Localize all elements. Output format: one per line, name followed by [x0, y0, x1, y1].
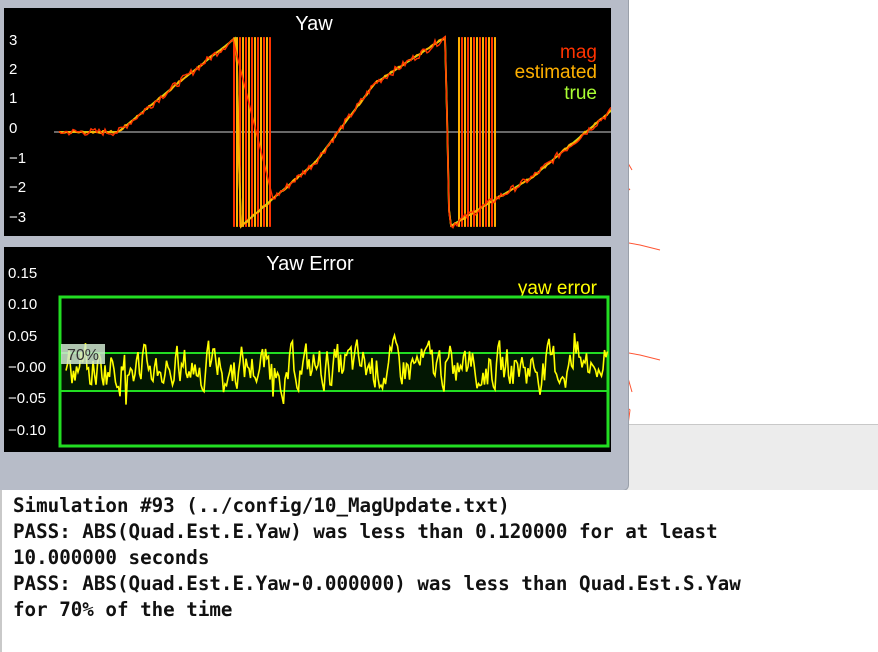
y-tick-label: 3: [9, 32, 17, 49]
y-tick-label: 0: [9, 120, 17, 137]
yaw-plot-canvas: Yaw 3 2 1 0 −1 −2 −3 mag estimated true: [9, 13, 611, 229]
console-line: PASS: ABS(Quad.Est.E.Yaw-0.000000) was l…: [13, 572, 741, 595]
console-line: PASS: ABS(Quad.Est.E.Yaw) was less than …: [13, 520, 718, 543]
band-label-bg: [61, 344, 105, 364]
band-label: 70%: [67, 347, 99, 364]
y-tick-label: −0.00: [8, 359, 46, 376]
legend-true: true: [564, 83, 597, 104]
y-tick-label: −0.10: [8, 422, 46, 439]
background-toolbar: [620, 424, 878, 491]
console-line: Simulation #93 (../config/10_MagUpdate.t…: [13, 494, 510, 517]
console-line: 10.000000 seconds: [13, 546, 210, 569]
console-output[interactable]: Simulation #93 (../config/10_MagUpdate.t…: [0, 490, 878, 652]
y-tick-label: 2: [9, 61, 17, 78]
y-tick-label: −0.05: [8, 390, 46, 407]
legend-mag: mag: [560, 42, 597, 63]
yaw-error-plot: Yaw Error yaw error 0.15 0.10 0.05 −0.00 −0.…: [4, 247, 611, 452]
y-tick-label: −2: [9, 179, 26, 196]
y-tick-label: −3: [9, 209, 26, 226]
y-tick-label: 1: [9, 90, 17, 107]
y-tick-label: 0.05: [8, 328, 37, 345]
y-tick-label: 0.10: [8, 296, 37, 313]
legend-estimated: estimated: [515, 62, 597, 83]
series-yaw-error: [65, 332, 609, 405]
simulator-plot-window[interactable]: Yaw 3 2 1 0 −1 −2 −3 mag estimated true Yaw Er…: [0, 0, 629, 491]
legend-yaw-error: yaw error: [518, 278, 598, 299]
threshold-box: [58, 295, 610, 448]
y-tick-label: −1: [9, 150, 26, 167]
yaw-error-plot-title: Yaw Error: [266, 253, 354, 275]
console-lines: Simulation #93 (../config/10_MagUpdate.t…: [2, 490, 878, 623]
yaw-plot-title: Yaw: [295, 13, 333, 35]
series-mag: [58, 35, 611, 229]
y-tick-label: 0.15: [8, 265, 37, 282]
yaw-plot: Yaw 3 2 1 0 −1 −2 −3 mag estimated true: [4, 8, 611, 236]
yaw-error-plot-canvas: Yaw Error yaw error 0.15 0.10 0.05 −0.00 −0.…: [8, 253, 610, 448]
console-line: for 70% of the time: [13, 598, 233, 621]
